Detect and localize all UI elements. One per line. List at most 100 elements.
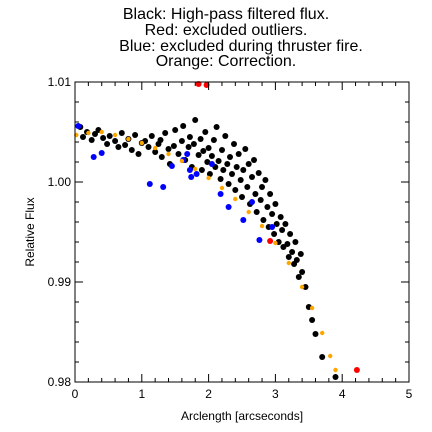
black-point	[185, 144, 192, 150]
x-tick-label: 2	[205, 387, 212, 401]
blue-point	[217, 191, 224, 197]
blue-point	[75, 123, 82, 129]
black-point	[80, 134, 86, 140]
black-point	[112, 138, 119, 144]
black-point	[135, 151, 142, 157]
black-point	[215, 158, 222, 164]
black-point	[287, 231, 294, 237]
black-point	[257, 197, 264, 203]
x-tick-label: 5	[406, 387, 413, 401]
black-point	[213, 124, 220, 130]
y-tick-label: 0.99	[48, 275, 72, 289]
black-point	[262, 177, 269, 183]
black-point	[251, 157, 257, 163]
black-point	[165, 146, 172, 152]
black-point	[271, 231, 278, 237]
chart-title-line-1: Black: High-pass filtered flux.	[123, 6, 329, 23]
black-point	[122, 142, 129, 148]
black-point	[259, 184, 265, 190]
black-point	[289, 249, 296, 255]
black-point	[178, 138, 185, 144]
black-point	[282, 221, 289, 227]
black-point	[293, 257, 300, 263]
red-point	[267, 238, 274, 244]
black-point	[217, 176, 224, 182]
black-point	[172, 127, 179, 133]
black-point	[180, 123, 187, 129]
blue-point	[98, 150, 105, 156]
black-point	[152, 149, 159, 155]
orange-point	[126, 136, 131, 142]
black-point	[145, 144, 152, 150]
blue-point	[208, 161, 215, 167]
black-point	[277, 214, 284, 220]
blue-point	[168, 163, 175, 169]
black-point	[208, 153, 215, 159]
chart-title-line-4: Orange: Correction.	[156, 53, 297, 70]
black-point	[267, 191, 274, 197]
black-point	[100, 135, 107, 141]
black-point	[148, 133, 155, 139]
blue-point	[256, 237, 263, 243]
black-point	[273, 221, 280, 227]
blue-point	[146, 181, 153, 187]
black-point	[170, 143, 177, 149]
black-point	[195, 152, 202, 158]
black-point	[233, 164, 240, 170]
orange-point	[233, 196, 238, 202]
black-point	[237, 177, 244, 183]
black-point	[231, 141, 237, 147]
black-point	[132, 132, 139, 138]
black-point	[219, 147, 225, 153]
red-point	[353, 367, 360, 373]
plot-frame	[74, 81, 410, 383]
axes-layer: 0 1 2 3 4 5 0.98 0.99 1.00 1.01	[48, 75, 413, 401]
black-point	[264, 204, 271, 210]
black-point	[255, 170, 262, 176]
black-point	[186, 134, 193, 140]
x-tick-label: 4	[339, 387, 346, 401]
orange-point	[246, 209, 251, 215]
black-point	[260, 217, 267, 223]
black-point	[240, 167, 247, 173]
black-point	[309, 317, 316, 323]
black-point	[319, 354, 326, 360]
orange-point	[328, 353, 333, 359]
blue-point	[184, 151, 191, 157]
blue-point	[193, 171, 200, 177]
black-point	[158, 154, 165, 160]
black-point	[302, 284, 309, 290]
black-point	[175, 151, 182, 157]
orange-point	[139, 140, 144, 146]
black-point	[292, 239, 299, 245]
black-point	[253, 209, 260, 215]
black-point	[235, 151, 242, 157]
black-point	[245, 161, 252, 167]
blue-point	[90, 154, 97, 160]
blue-point	[249, 199, 255, 205]
black-point	[285, 254, 292, 260]
orange-point	[86, 130, 91, 136]
y-tick-label: 1.00	[48, 175, 72, 189]
black-point	[299, 269, 306, 275]
blue-point	[186, 167, 193, 173]
black-point	[295, 274, 302, 280]
orange-point	[273, 240, 278, 246]
black-point	[210, 137, 217, 143]
blue-point	[225, 204, 232, 210]
black-point	[157, 137, 164, 143]
orange-point	[286, 260, 291, 266]
black-point	[312, 331, 319, 337]
black-point	[222, 133, 229, 139]
x-axis-label: Arclength [arcseconds]	[181, 409, 303, 423]
black-point	[206, 171, 213, 177]
blue-point	[160, 184, 167, 190]
black-point	[200, 148, 207, 154]
black-point	[269, 211, 276, 217]
x-tick-label: 3	[272, 387, 279, 401]
black-point	[92, 131, 98, 137]
black-point	[297, 251, 304, 257]
black-point	[272, 201, 279, 207]
orange-point	[333, 367, 338, 373]
